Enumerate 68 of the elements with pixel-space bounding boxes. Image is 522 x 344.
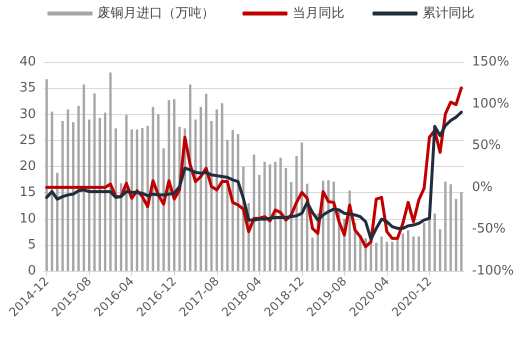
- bar: [130, 129, 133, 271]
- bar: [189, 84, 192, 271]
- bar: [284, 168, 288, 271]
- bar: [263, 162, 266, 271]
- bar: [88, 119, 90, 271]
- bar: [120, 183, 122, 271]
- bar: [146, 126, 149, 271]
- bar: [98, 118, 102, 271]
- y-tick-label: 25: [19, 132, 36, 148]
- bar: [77, 106, 80, 271]
- bar: [444, 182, 447, 271]
- bar: [406, 230, 410, 271]
- bar: [45, 79, 48, 271]
- bar: [258, 174, 261, 271]
- bar: [450, 184, 452, 271]
- legend-label: 废铜月进口（万吨）: [98, 6, 214, 21]
- bar: [204, 94, 208, 271]
- bar: [380, 236, 383, 271]
- bar: [327, 180, 330, 271]
- bar: [125, 114, 128, 271]
- y-tick-label: 0: [28, 264, 36, 278]
- bar: [66, 110, 70, 271]
- bar: [332, 182, 335, 271]
- bar: [290, 182, 292, 271]
- bar: [141, 128, 144, 271]
- y-tick-label: 30: [19, 106, 36, 122]
- y-tick-label: 5: [28, 237, 36, 252]
- bar: [422, 222, 426, 271]
- y-tick-label: 15: [19, 185, 36, 200]
- bar: [157, 114, 160, 271]
- bar: [162, 148, 165, 271]
- bar: [386, 242, 388, 271]
- y2-tick-label: 100%: [472, 96, 510, 112]
- bar: [56, 172, 58, 271]
- bar: [232, 130, 234, 271]
- y-tick-label: 35: [19, 80, 36, 96]
- y2-tick-label: 50%: [472, 138, 501, 154]
- y2-tick-label: -100%: [472, 264, 514, 278]
- bar: [274, 162, 276, 271]
- y-tick-label: 10: [19, 211, 36, 226]
- bar: [300, 142, 304, 271]
- bar: [216, 110, 218, 271]
- bar: [173, 99, 176, 271]
- bar: [402, 233, 404, 271]
- bar: [61, 121, 64, 271]
- bar: [114, 128, 117, 271]
- bar: [391, 242, 394, 271]
- bar: [279, 158, 282, 271]
- bar: [168, 100, 170, 271]
- bar: [72, 122, 74, 271]
- bar: [200, 106, 202, 271]
- y-tick-label: 20: [19, 159, 36, 174]
- bar: [434, 214, 436, 271]
- y2-tick-label: 150%: [472, 54, 510, 70]
- bar: [460, 192, 463, 271]
- bar: [418, 236, 420, 271]
- bar: [375, 242, 378, 271]
- y2-tick-label: -50%: [472, 222, 506, 237]
- y2-tick-label: 0%: [472, 180, 493, 195]
- line-series: [45, 110, 463, 241]
- legend-label: 累计同比: [422, 6, 474, 21]
- bar: [226, 140, 229, 271]
- bar: [104, 112, 106, 271]
- bar: [438, 229, 442, 271]
- bar: [82, 84, 86, 271]
- legend-label: 当月同比: [292, 6, 344, 21]
- bar: [220, 103, 224, 271]
- y-tick-label: 40: [19, 54, 36, 70]
